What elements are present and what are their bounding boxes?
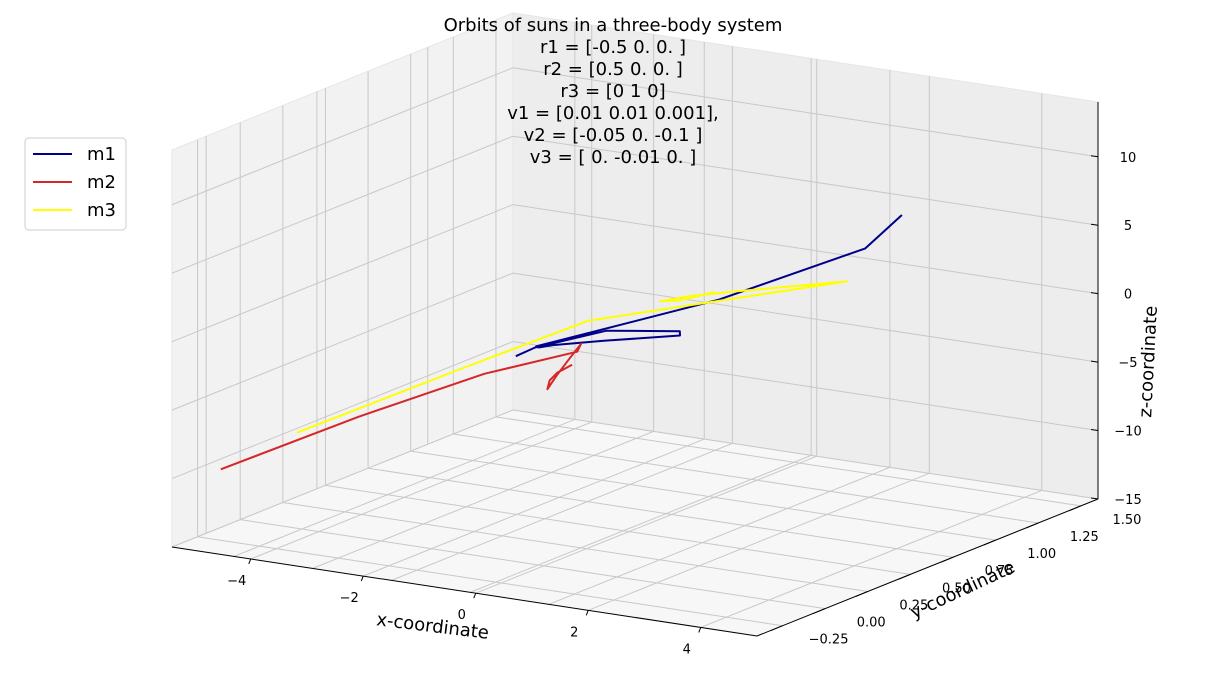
- grid-line: [250, 421, 592, 560]
- tick-mark: [1090, 292, 1099, 295]
- grid-line: [391, 442, 733, 581]
- grid-line: [363, 438, 705, 577]
- tick-mark: [1090, 223, 1099, 226]
- z-tick-label: −10: [1114, 425, 1141, 440]
- title-line: v2 = [-0.05 0. -0.1 ]: [524, 125, 703, 146]
- grid-line: [410, 450, 996, 541]
- tick-mark: [1090, 155, 1099, 158]
- chart-title: Orbits of suns in a three-body systemr1 …: [444, 15, 783, 168]
- grid-line: [171, 341, 514, 480]
- tick-mark: [585, 610, 589, 616]
- series-line-m2: [220, 342, 583, 471]
- tick-mark: [698, 627, 702, 633]
- x-axis-label: x-coordinate: [375, 609, 490, 644]
- legend-label-m1: m1: [87, 144, 116, 165]
- grid-line: [197, 536, 783, 627]
- grid-line: [588, 472, 930, 611]
- title-line: r3 = [0 1 0]: [560, 81, 665, 102]
- z-axis-label: z-coordinate: [1135, 305, 1162, 418]
- grid-line: [548, 466, 891, 605]
- tick-mark: [1090, 497, 1099, 500]
- grid-line: [512, 135, 1099, 226]
- z-tick-label: −15: [1114, 493, 1141, 508]
- tick-mark: [940, 556, 954, 563]
- x-axis-line: [171, 546, 758, 637]
- tick-mark: [1090, 429, 1099, 432]
- title-line: v3 = [ 0. -0.01 0. ]: [530, 147, 696, 168]
- grid-line: [367, 467, 954, 558]
- tick-mark: [1026, 522, 1039, 529]
- legend-box: [24, 137, 127, 231]
- legend-label-m3: m3: [87, 200, 116, 221]
- z-tick-label: 5: [1124, 219, 1132, 234]
- title-line: r2 = [0.5 0. 0. ]: [543, 59, 683, 80]
- grid-line: [495, 416, 1082, 507]
- z-tick-label: 10: [1120, 151, 1137, 166]
- grid-line: [282, 501, 868, 592]
- grid-lines: [171, 19, 1099, 628]
- grid-line: [171, 67, 514, 206]
- grid-line: [469, 454, 812, 593]
- y-tick-label: 1.25: [1070, 530, 1099, 545]
- grid-line: [171, 409, 514, 548]
- grid-line: [475, 455, 817, 594]
- title-line: v1 = [0.01 0.01 0.001],: [507, 103, 719, 124]
- grid-line: [512, 409, 1099, 500]
- y-tick-label: 1.00: [1027, 547, 1056, 562]
- y-tick-label: 1.50: [1112, 513, 1141, 528]
- y-tick-label: 0.00: [857, 616, 886, 631]
- legend-label-m2: m2: [87, 172, 116, 193]
- y-tick-label: 0.75: [985, 564, 1014, 579]
- grid-line: [453, 433, 1039, 524]
- grid-line: [312, 430, 654, 569]
- x-tick-label: −4: [227, 574, 246, 589]
- x-tick-label: 4: [683, 642, 691, 657]
- legend: m1 m2 m3: [24, 137, 127, 231]
- y-tick-label: −0.25: [809, 633, 849, 648]
- z-tick-label: 0: [1124, 288, 1132, 303]
- tick-mark: [855, 591, 869, 597]
- tick-mark: [770, 625, 783, 632]
- grid-line: [171, 135, 514, 274]
- tick-mark: [473, 593, 477, 599]
- grid-line: [240, 519, 826, 610]
- tick-labels: −4 −2 0 2 4 −0.25 0.00 0.25 0.50 0.75 1.00 1.25 1.50…: [227, 151, 1142, 658]
- title-line: r1 = [-0.5 0. 0. ]: [540, 37, 686, 58]
- tick-mark: [1068, 505, 1082, 512]
- x-tick-label: −2: [340, 591, 359, 606]
- grid-line: [171, 204, 514, 343]
- x-tick-label: 2: [570, 625, 578, 640]
- grid-line: [171, 272, 514, 411]
- tick-mark: [983, 539, 996, 546]
- tick-mark: [813, 608, 826, 615]
- tick-mark: [360, 575, 364, 582]
- grid-line: [233, 418, 576, 557]
- grid-line: [325, 484, 911, 575]
- tick-mark: [248, 558, 252, 565]
- z-tick-label: −5: [1118, 356, 1137, 371]
- series-lines: [220, 214, 903, 471]
- title-line: Orbits of suns in a three-body system: [444, 15, 783, 36]
- tick-mark: [1090, 360, 1099, 363]
- grid-line: [512, 341, 1099, 432]
- grid-line: [512, 204, 1099, 295]
- series-line-m3: [296, 280, 848, 434]
- grid-line: [700, 489, 1042, 628]
- y-tick-label: 0.25: [899, 598, 928, 613]
- y-tick-label: 0.50: [942, 581, 971, 596]
- x-tick-label: 0: [458, 608, 466, 623]
- tick-mark: [898, 573, 911, 580]
- grid-line: [512, 272, 1099, 363]
- grid-line: [512, 67, 1099, 158]
